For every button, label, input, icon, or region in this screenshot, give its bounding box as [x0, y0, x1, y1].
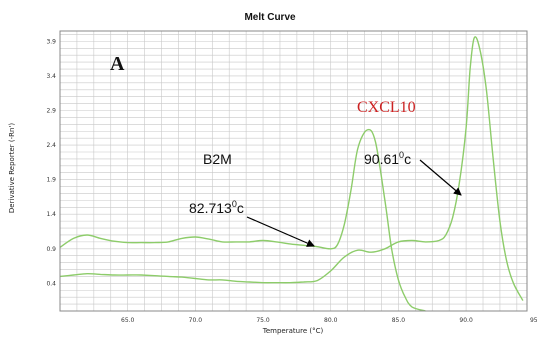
x-axis-label: Temperature (°C): [262, 327, 324, 335]
x-tick-label: 85.0: [392, 317, 406, 324]
tick-labels: 65.0 70.0 75.0 80.0 85.0 90.0 95 0.4 0.9 1.4 1.9 2.…: [46, 38, 537, 324]
x-tick-label: 90.0: [459, 317, 473, 324]
x-tick-label: 65.0: [121, 317, 135, 324]
cxcl10-tm-degree: 0: [399, 150, 404, 160]
series-lines: [59, 36, 524, 312]
series-line-2: [59, 36, 524, 301]
gridlines: [60, 31, 527, 311]
cxcl10-arrow: [419, 159, 462, 196]
y-tick-label: 1.4: [46, 211, 56, 218]
y-axis-label: Derivative Reporter (-Rn'): [8, 123, 16, 213]
y-tick-label: 2.9: [46, 108, 56, 115]
series-line-1: [59, 128, 426, 312]
y-tick-label: 1.9: [46, 177, 56, 184]
y-tick-label: 3.4: [46, 73, 56, 80]
plot-frame: [59, 30, 528, 312]
y-tick-label: 0.9: [46, 246, 56, 253]
chart-title: Melt Curve: [244, 12, 296, 23]
x-tick-label: 75.0: [256, 317, 270, 324]
b2m-tm-annotation: 82.7130c: [189, 199, 244, 216]
cxcl10-tm-value: 90.61: [364, 151, 399, 167]
cxcl10-tm-annotation: 90.610c: [364, 150, 411, 167]
b2m-label: B2M: [203, 151, 232, 167]
panel-letter: A: [110, 53, 125, 75]
y-tick-label: 3.9: [46, 38, 56, 45]
x-tick-label: 70.0: [189, 317, 203, 324]
b2m-tm-degree: 0: [232, 199, 237, 209]
b2m-tm-unit: c: [237, 200, 244, 216]
b2m-arrow: [246, 216, 315, 247]
x-tick-label: 95: [530, 317, 538, 324]
b2m-tm-value: 82.713: [189, 200, 232, 216]
y-tick-label: 0.4: [46, 280, 56, 287]
cxcl10-label: CXCL10: [357, 99, 416, 116]
x-tick-label: 80.0: [324, 317, 338, 324]
y-tick-label: 2.4: [46, 142, 56, 149]
cxcl10-tm-unit: c: [404, 151, 411, 167]
